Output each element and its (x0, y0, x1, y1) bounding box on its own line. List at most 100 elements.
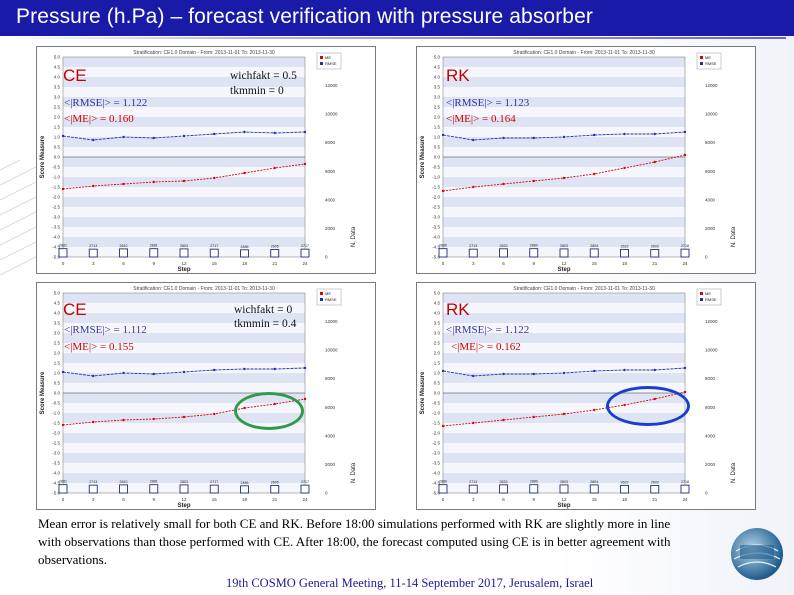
grid-band (443, 333, 685, 343)
grid-band (443, 433, 685, 443)
y2-tick-label: 4000 (325, 433, 336, 438)
grid-band (443, 57, 685, 67)
grid-band (63, 333, 305, 343)
y2-tick-label: 4000 (325, 197, 336, 202)
legend-label: RMSE (325, 297, 337, 302)
series-point-me (61, 423, 65, 427)
legend-label: RMSE (325, 61, 337, 66)
data-count-label: 2717 (210, 480, 218, 484)
y-tick-label: 3.5 (434, 321, 441, 326)
x-axis-label: Step (557, 267, 570, 273)
legend-swatch (320, 62, 323, 65)
series-point-rmse (472, 374, 475, 378)
x-tick-label: 24 (682, 497, 688, 502)
series-point-me (122, 182, 125, 186)
panel-label-ce-bottom: CE (63, 300, 87, 319)
title-bar: Pressure (h.Pa) – forecast verification … (0, 0, 794, 36)
grid-band (63, 443, 305, 453)
y-tick-label: -1.5 (432, 185, 440, 190)
data-count-label: 2804 (590, 244, 598, 248)
series-point-rmse (152, 136, 155, 140)
data-count-bar (270, 249, 280, 258)
x-tick-label: 12 (561, 261, 567, 266)
series-point-rmse (683, 366, 687, 370)
chart-rk-top: Stratification: CE1.0 Domain - From: 201… (420, 50, 737, 273)
data-count-bar (179, 484, 189, 494)
series-point-me (303, 397, 307, 401)
x-tick-label: 24 (302, 497, 308, 502)
series-point-rmse (623, 132, 626, 136)
y-tick-label: 4.0 (434, 311, 441, 316)
data-count-bar (119, 248, 128, 258)
series-point-me (502, 418, 505, 422)
data-count-bar (270, 485, 280, 494)
grid-band (443, 87, 685, 97)
y-tick-label: -1.0 (52, 411, 60, 416)
grid-band (63, 237, 305, 247)
series-point-me (441, 424, 445, 428)
data-count-bar (499, 248, 508, 258)
y-tick-label: 0.0 (54, 391, 61, 396)
series-line-me (62, 163, 306, 190)
series-point-rmse (122, 371, 125, 375)
y-tick-label: 5.0 (54, 55, 61, 60)
y-tick-label: -5.0 (52, 491, 60, 496)
x-tick-label: 21 (272, 261, 278, 266)
x-axis-label: Step (557, 503, 570, 509)
x-tick-label: 3 (92, 497, 95, 502)
y-tick-label: 3.5 (54, 85, 61, 90)
param-tkmmin-ce-bottom: tkmmin = 0.4 (234, 318, 297, 330)
series-point-me (593, 172, 596, 176)
y-tick-label: -4.5 (52, 245, 60, 250)
grid-band (63, 373, 305, 383)
data-count-label: 2713 (469, 244, 477, 248)
grid-band (63, 343, 305, 353)
series-point-me (623, 166, 626, 170)
x-tick-label: 21 (272, 497, 278, 502)
x-tick-label: 15 (212, 261, 218, 266)
y-tick-label: -1.0 (432, 411, 440, 416)
y-tick-label: 2.5 (54, 105, 61, 110)
y-tick-label: 0.5 (434, 145, 441, 150)
y-tick-label: 2.0 (54, 351, 61, 356)
grid-band (63, 323, 305, 333)
x-tick-label: 24 (682, 261, 688, 266)
data-count-label: 2718 (681, 244, 689, 248)
x-tick-label: 0 (442, 497, 445, 502)
series-point-rmse (562, 135, 566, 139)
series-point-me (532, 179, 535, 183)
y2-tick-label: 4000 (705, 433, 716, 438)
y-tick-label: 1.0 (54, 371, 61, 376)
data-count-bar (88, 248, 98, 258)
grid-band (443, 127, 685, 137)
y-tick-label: -4.0 (432, 471, 440, 476)
y-axis-label: Score Measure (40, 371, 46, 414)
y-tick-label: -2.5 (52, 205, 60, 210)
data-count-label: 2803 (180, 244, 188, 248)
x-tick-label: 15 (592, 261, 598, 266)
y2-tick-label: 10000 (705, 112, 718, 117)
series-point-rmse (472, 138, 475, 142)
y-tick-label: -3.5 (52, 461, 60, 466)
data-count-label: 2717 (210, 244, 218, 248)
grid-band (443, 97, 685, 107)
data-count-label: 2622 (621, 480, 629, 484)
data-count-label: 2605 (271, 480, 279, 484)
chart-title: Stratification: CE1.0 Domain - From: 201… (133, 286, 275, 292)
x-tick-label: 18 (242, 261, 248, 266)
series-point-rmse (152, 372, 155, 376)
x-tick-label: 9 (152, 497, 155, 502)
slide-caption: Mean error is relatively small for both … (38, 516, 671, 567)
x-tick-label: 3 (472, 261, 475, 266)
y2-tick-label: 0 (705, 255, 708, 260)
y2-tick-label: 10000 (325, 348, 338, 353)
y-tick-label: -1.5 (52, 421, 60, 426)
x-tick-label: 18 (242, 497, 248, 502)
grid-band (63, 147, 305, 157)
data-count-bar (620, 484, 629, 494)
data-count-label: 2713 (89, 480, 97, 484)
y2-tick-label: 2000 (325, 462, 336, 467)
param-wichfakt-ce-top: wichfakt = 0.5 (230, 70, 297, 82)
y-tick-label: 3.0 (434, 331, 441, 336)
y-tick-label: 3.5 (434, 85, 441, 90)
